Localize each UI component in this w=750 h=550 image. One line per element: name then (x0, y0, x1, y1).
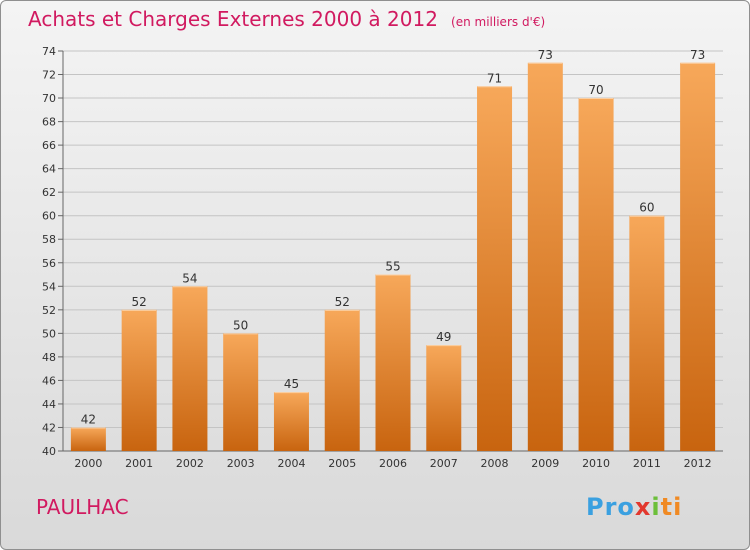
x-tick-labels: 2000 2001 2002 2003 2004 2005 2006 2007 2008 2009… (74, 457, 711, 470)
x-tick-label: 2001 (125, 457, 153, 470)
bar-2011 (629, 215, 665, 451)
bar-2010 (578, 98, 614, 451)
x-tick-label: 2002 (176, 457, 204, 470)
data-label: 73 (538, 48, 553, 62)
title-main: Achats et Charges Externes 2000 à 2012 (28, 7, 438, 31)
x-tick-label: 2005 (328, 457, 356, 470)
data-labels: 42 52 54 50 45 52 55 49 71 73 70 60 73 (81, 48, 706, 427)
data-label: 52 (132, 295, 147, 309)
y-tick-label: 40 (42, 445, 56, 458)
y-tick-label: 54 (42, 280, 56, 293)
bar-2008 (477, 86, 513, 451)
y-tick-label: 46 (42, 374, 56, 387)
chart-title: Achats et Charges Externes 2000 à 2012 (… (28, 7, 545, 31)
y-tick-label: 66 (42, 139, 56, 152)
bar-2003 (223, 333, 259, 451)
y-tick-label: 50 (42, 327, 56, 340)
y-tick-label: 60 (42, 210, 56, 223)
bar-2002 (172, 286, 208, 451)
bar-2000 (70, 427, 106, 451)
data-label: 54 (182, 271, 197, 285)
bar-2005 (324, 309, 360, 451)
x-tick-label: 2009 (531, 457, 559, 470)
y-tick-labels: 40 42 44 46 48 50 52 54 56 58 60 62 64 66 68 70 72 74 (42, 45, 56, 458)
bar-2001 (121, 309, 157, 451)
title-unit: (en milliers d'€) (451, 15, 546, 29)
y-tick-label: 44 (42, 398, 56, 411)
y-tick-label: 64 (42, 163, 56, 176)
y-tick-label: 62 (42, 186, 56, 199)
bar-2007 (426, 345, 462, 451)
bar-2006 (375, 274, 411, 451)
bars (70, 62, 716, 451)
x-tick-label: 2007 (430, 457, 458, 470)
x-tick-label: 2011 (633, 457, 661, 470)
x-tick-label: 2000 (74, 457, 102, 470)
data-label: 73 (690, 48, 705, 62)
place-name: PAULHAC (36, 495, 129, 519)
x-tick-label: 2010 (582, 457, 610, 470)
y-tick-label: 72 (42, 69, 56, 82)
data-label: 70 (588, 83, 603, 97)
data-label: 55 (385, 260, 400, 274)
data-label: 49 (436, 330, 451, 344)
proxiti-logo: Proxiti (586, 493, 683, 521)
data-label: 60 (639, 201, 654, 215)
x-tick-label: 2012 (684, 457, 712, 470)
x-tick-label: 2004 (277, 457, 305, 470)
y-tick-label: 56 (42, 257, 56, 270)
data-label: 50 (233, 318, 248, 332)
x-tick-label: 2006 (379, 457, 407, 470)
y-tick-label: 48 (42, 351, 56, 364)
data-label: 45 (284, 377, 299, 391)
y-tick-label: 70 (42, 92, 56, 105)
data-label: 52 (335, 295, 350, 309)
data-label: 42 (81, 412, 96, 426)
bar-2009 (527, 62, 563, 451)
y-tick-label: 58 (42, 233, 56, 246)
data-label: 71 (487, 71, 502, 85)
bar-2004 (273, 392, 309, 451)
y-tick-label: 68 (42, 116, 56, 129)
bar-2012 (680, 62, 716, 451)
x-tick-label: 2008 (481, 457, 509, 470)
y-tick-label: 52 (42, 304, 56, 317)
y-tick-label: 42 (42, 421, 56, 434)
y-tick-label: 74 (42, 45, 56, 58)
x-tick-label: 2003 (227, 457, 255, 470)
